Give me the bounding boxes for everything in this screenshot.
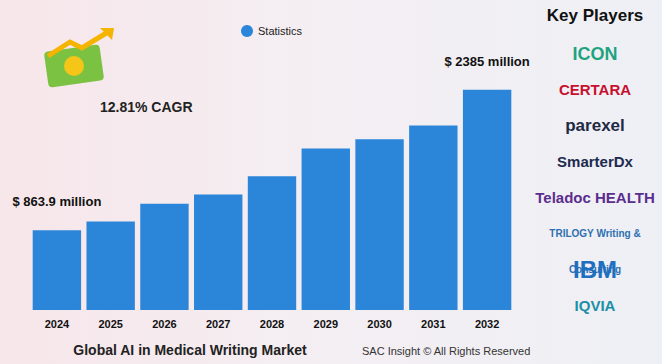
svg-text:2032: 2032 bbox=[475, 318, 499, 330]
svg-text:2029: 2029 bbox=[314, 318, 338, 330]
svg-text:2030: 2030 bbox=[367, 318, 391, 330]
html-text:Global AI in Medical Writing M: Global AI in Medical Writing Market bbox=[73, 342, 307, 358]
html-text:parexel: parexel bbox=[565, 116, 625, 135]
svg-text:2027: 2027 bbox=[206, 318, 230, 330]
html-text:Key Players: Key Players bbox=[546, 6, 644, 25]
html-text:ICON: ICON bbox=[572, 44, 618, 64]
svg-text:$ 863.9 million: $ 863.9 million bbox=[12, 194, 101, 209]
html-text:IBM: IBM bbox=[573, 256, 617, 283]
svg-text:2026: 2026 bbox=[152, 318, 176, 330]
html-text:Teladoc HEALTH: Teladoc HEALTH bbox=[535, 189, 655, 206]
html-text:TRILOGY Writing & Consulting: TRILOGY Writing & Consulting bbox=[549, 228, 641, 275]
html-text:SmarterDx: SmarterDx bbox=[557, 153, 633, 170]
html-text:CERTARA: CERTARA bbox=[558, 81, 632, 98]
svg-text:$ 2385 million: $ 2385 million bbox=[444, 54, 529, 69]
html-text:SAC Insight © All Rights Reser: SAC Insight © All Rights Reserved bbox=[362, 345, 531, 357]
html-text:12.81% CAGR: 12.81% CAGR bbox=[100, 99, 193, 115]
svg-text:2028: 2028 bbox=[260, 318, 284, 330]
html-text:IQVIA: IQVIA bbox=[574, 297, 616, 314]
svg-text:2024: 2024 bbox=[45, 318, 70, 330]
svg-text:2031: 2031 bbox=[421, 318, 445, 330]
svg-text:Statistics: Statistics bbox=[258, 25, 303, 37]
svg-text:2025: 2025 bbox=[98, 318, 122, 330]
